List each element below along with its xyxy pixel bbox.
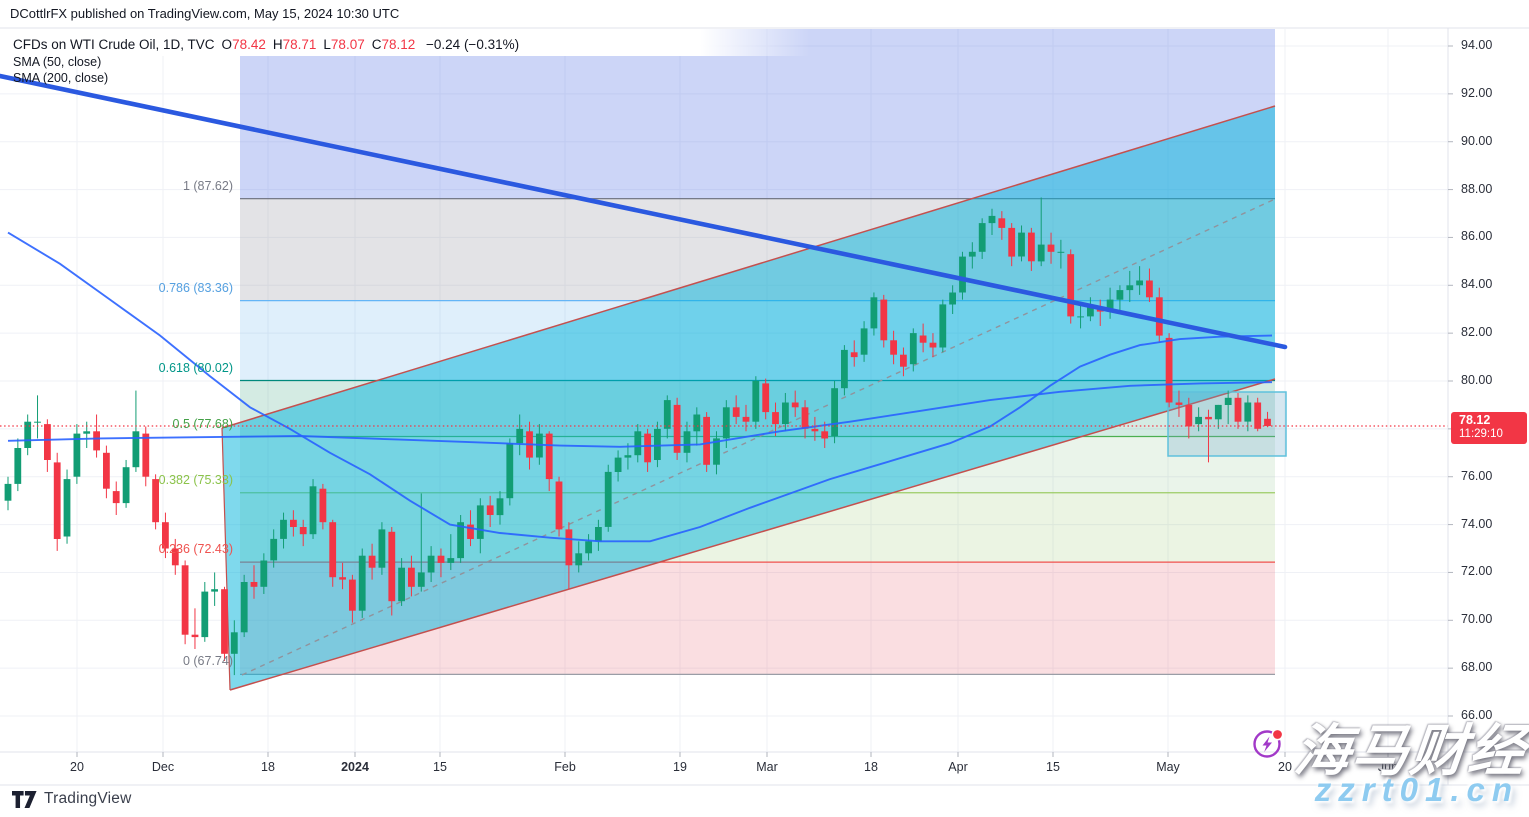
indicator-legend-sma200[interactable]: SMA (200, close) — [13, 71, 109, 85]
ohlc-label: C — [371, 37, 382, 52]
indicator-legend-sma50[interactable]: SMA (50, close) — [13, 55, 102, 69]
price-axis-label: 76.00 — [1461, 468, 1493, 483]
fib-level-label: 0 (67.74) — [182, 654, 233, 669]
price-axis-label: 74.00 — [1461, 516, 1493, 531]
fib-level-label: 0.786 (83.36) — [158, 280, 233, 295]
attribution-text: DCottlrFX published on TradingView.com, … — [10, 6, 400, 21]
price-axis-label: 88.00 — [1461, 181, 1493, 196]
fib-level-label: 0.618 (80.02) — [158, 360, 233, 375]
watermark-site: zzrt01.cn — [1314, 771, 1519, 808]
time-axis-label: 18 — [864, 760, 878, 774]
price-axis-label: 72.00 — [1461, 564, 1493, 579]
bar-countdown: 11:29:10 — [1459, 427, 1503, 440]
time-axis-label: Mar — [756, 760, 778, 774]
price-axis-label: 94.00 — [1461, 38, 1493, 52]
fib-level-label: 0.236 (72.43) — [158, 542, 233, 557]
ohlc-value: 78.42 — [232, 37, 266, 52]
tradingview-logo-glyph — [12, 790, 37, 808]
time-axis-label: Jun — [1377, 760, 1399, 774]
ohlc-value: 78.12 — [381, 37, 416, 52]
ohlc-label: L — [323, 37, 331, 52]
ohlc-label: H — [272, 37, 283, 52]
time-axis-label: May — [1156, 760, 1180, 774]
ohlc-value: 78.71 — [282, 37, 317, 52]
last-price-value: 78.12 — [1459, 412, 1491, 427]
symbol-title: CFDs on WTI Crude Oil, 1D, TVC — [13, 37, 215, 52]
flash-ideas-icon[interactable] — [1251, 727, 1285, 761]
price-axis-label: 86.00 — [1461, 229, 1493, 244]
time-axis-label: 20 — [70, 760, 84, 774]
price-axis-label: 70.00 — [1461, 612, 1493, 627]
time-axis-label: Dec — [151, 760, 175, 774]
tradingview-logo-text: TradingView — [44, 790, 132, 807]
fib-level-label: 0.382 (75.33) — [158, 472, 233, 487]
time-axis-label: 15 — [433, 760, 447, 774]
last-price-badge: 78.12 11:29:10 — [1451, 411, 1527, 444]
price-axis-label: 82.00 — [1461, 325, 1493, 340]
time-axis-label: Feb — [554, 760, 576, 774]
symbol-legend-row[interactable]: CFDs on WTI Crude Oil, 1D, TVC O78.42 H78.… — [13, 37, 519, 52]
price-axis-label: 68.00 — [1461, 660, 1493, 675]
time-axis-label: 20 — [1278, 760, 1292, 774]
fib-level-label: 0.5 (77.68) — [172, 416, 233, 431]
price-axis-label: 84.00 — [1461, 277, 1493, 292]
time-axis-label: Apr — [948, 760, 968, 774]
time-axis-label: 15 — [1046, 760, 1060, 774]
ohlc-values: O78.42 H78.71 L78.07 C78.12 — [215, 37, 416, 52]
price-axis-label: 92.00 — [1461, 85, 1493, 100]
price-axis-label: 66.00 — [1461, 708, 1493, 722]
time-axis-label: 18 — [261, 760, 275, 774]
tradingview-logo[interactable]: TradingView — [12, 790, 132, 808]
change-value: −0.24 (−0.31%) — [426, 37, 520, 52]
ohlc-label: O — [221, 37, 233, 52]
ohlc-value: 78.07 — [330, 37, 365, 52]
price-axis-label: 80.00 — [1461, 373, 1493, 387]
fib-level-label: 1 (87.62) — [182, 178, 233, 193]
time-axis-label: 2024 — [341, 760, 369, 774]
time-axis-label: 19 — [673, 760, 687, 774]
price-axis-label: 90.00 — [1461, 133, 1493, 148]
